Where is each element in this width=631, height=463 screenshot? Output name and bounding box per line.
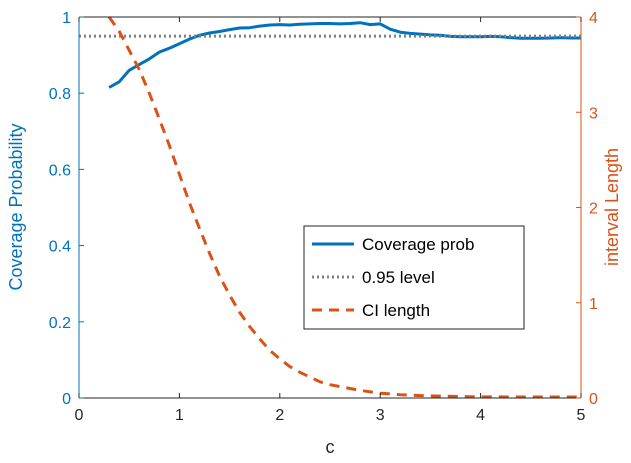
y-tick-label-left: 0: [62, 391, 71, 408]
x-axis-label: c: [326, 437, 335, 457]
axes-layer: [78, 16, 582, 399]
y-tick-label-right: 0: [589, 391, 598, 408]
x-tick-label: 5: [577, 407, 586, 424]
x-tick-label: 1: [175, 407, 184, 424]
x-tick-label: 4: [476, 407, 485, 424]
legend: Coverage prob 0.95 level CI length: [303, 225, 525, 330]
y-axis-label-right: interval Length: [602, 148, 622, 266]
plot-area: [79, 17, 581, 398]
y-tick-label-left: 0.2: [49, 315, 71, 332]
legend-label-ci: CI length: [362, 301, 430, 320]
legend-label-coverage: Coverage prob: [362, 235, 474, 254]
y-axis-label-left: Coverage Probability: [6, 123, 26, 290]
legend-label-level: 0.95 level: [362, 268, 435, 287]
y-tick-label-right: 2: [589, 201, 598, 218]
y-tick-label-left: 1: [62, 10, 71, 27]
y-tick-label-right: 3: [589, 105, 598, 122]
y-tick-label-left: 0.4: [49, 239, 71, 256]
y-tick-label-left: 0.6: [49, 162, 71, 179]
series-coverage-line: [108, 21, 581, 89]
y-tick-label-right: 4: [589, 10, 598, 27]
x-tick-label: 2: [275, 407, 284, 424]
plot-background: [79, 17, 581, 398]
y-tick-label-left: 0.8: [49, 86, 71, 103]
y-tick-label-right: 1: [589, 296, 598, 313]
x-tick-label: 0: [75, 407, 84, 424]
series-layer: [79, 16, 581, 399]
x-tick-label: 3: [376, 407, 385, 424]
